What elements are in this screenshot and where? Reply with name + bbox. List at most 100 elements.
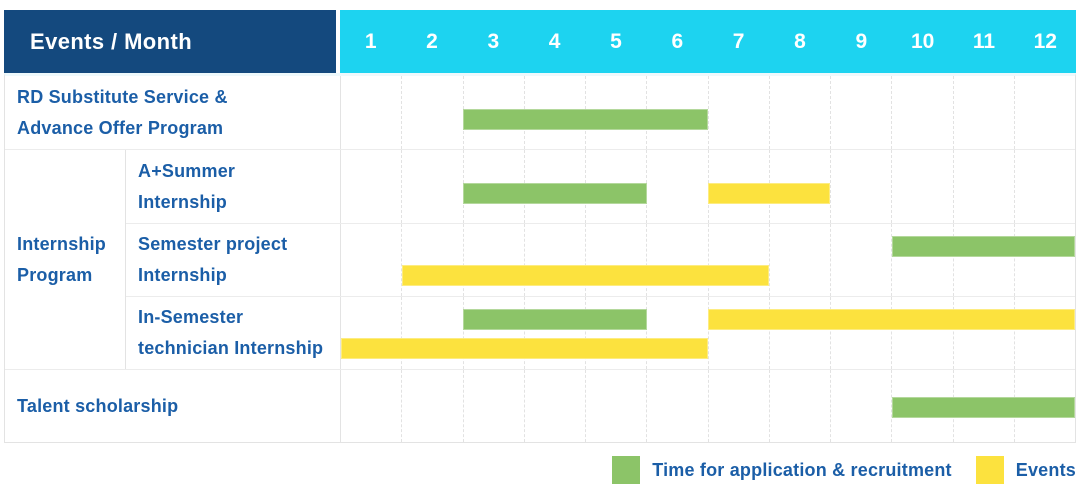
month-column: [462, 370, 524, 442]
month-column: [462, 150, 524, 223]
legend-item-application: Time for application & recruitment: [612, 456, 952, 484]
group-label-line: Program: [17, 264, 93, 285]
month-column: [585, 224, 646, 296]
month-column: [523, 370, 585, 442]
month-column: [462, 297, 524, 369]
application-bar: [891, 397, 1075, 418]
month-column: [1013, 150, 1075, 223]
application-bar: [463, 309, 647, 330]
row-label-line: Semester project: [138, 234, 288, 254]
month-column: [707, 76, 769, 149]
month-column: [707, 224, 769, 296]
application-bar: [891, 236, 1075, 257]
row-label-a-summer-internship: A+Summer Internship: [126, 150, 341, 223]
row-label-in-semester-technician-internship: In-Semester technician Internship: [126, 297, 341, 369]
row-label-talent-scholarship: Talent scholarship: [5, 370, 341, 442]
month-column: [891, 297, 952, 369]
month-column: [646, 370, 707, 442]
month-header: 1 2 3 4 5 6 7 8 9 10 11 12: [340, 10, 1076, 73]
month-column: [401, 224, 462, 296]
row-label-line: technician Internship: [138, 338, 324, 358]
month-column: [891, 150, 952, 223]
application-bar: [463, 183, 647, 204]
row-label-rd-substitute-service: RD Substitute Service & Advance Offer Pr…: [5, 76, 341, 149]
month-label-3: 3: [487, 29, 500, 53]
row-label-line: Advance Offer Program: [17, 117, 224, 138]
month-column: [952, 224, 1014, 296]
month-label-10: 10: [910, 29, 935, 53]
row-label-line: A+Summer: [138, 160, 236, 181]
month-column: [768, 76, 830, 149]
month-column: [952, 150, 1014, 223]
row-chart-in-semester-technician-internship: [341, 297, 1075, 369]
legend-item-events: Events: [975, 456, 1076, 484]
month-column: [891, 224, 952, 296]
events-bar: [402, 265, 770, 286]
row-label-line: Internship: [138, 191, 228, 212]
row-talent-scholarship: Talent scholarship: [5, 369, 1075, 442]
month-column: [341, 76, 401, 149]
month-column: [646, 297, 707, 369]
month-label-4: 4: [548, 29, 561, 53]
month-column: [768, 370, 830, 442]
row-chart-talent-scholarship: [341, 370, 1075, 442]
month-column: [401, 150, 462, 223]
row-label-line: Internship: [138, 265, 228, 285]
month-column: [830, 370, 891, 442]
month-column: [1013, 224, 1075, 296]
month-column: [341, 150, 401, 223]
month-column: [341, 224, 401, 296]
legend-label-events: Events: [1015, 459, 1076, 480]
month-label-5: 5: [610, 29, 622, 53]
row-label-line: In-Semester: [138, 307, 244, 327]
month-column: [952, 297, 1014, 369]
row-semester-project-internship: Semester project Internship: [126, 223, 1075, 296]
row-chart-rd-substitute-service: [341, 76, 1075, 149]
month-column: [401, 76, 462, 149]
legend: Time for application & recruitment Event…: [612, 454, 1076, 486]
month-label-6: 6: [671, 29, 684, 53]
month-label-9: 9: [855, 29, 868, 53]
events-month-table: Events / Month 1 2 3 4 5 6 7 8 9 10 11 12 RD Substi…: [4, 10, 1076, 443]
group-label-line: Internship: [17, 233, 107, 254]
month-column: [891, 76, 952, 149]
table-header: Events / Month 1 2 3 4 5 6 7 8 9 10 11 12: [4, 10, 1076, 73]
month-column: [768, 224, 830, 296]
month-column: [401, 297, 462, 369]
events-bar: [341, 338, 708, 359]
legend-label-application: Time for application & recruitment: [652, 459, 952, 480]
month-column: [341, 370, 401, 442]
table-title: Events / Month: [4, 10, 340, 73]
month-column: [830, 224, 891, 296]
month-column: [1013, 297, 1075, 369]
yellow-swatch-icon: [975, 456, 1004, 484]
month-column: [707, 297, 769, 369]
month-column: [768, 297, 830, 369]
month-label-12: 12: [1033, 29, 1057, 53]
month-label-2: 2: [426, 29, 438, 53]
events-bar: [708, 309, 1075, 330]
events-bar: [708, 183, 831, 204]
month-column: [585, 370, 646, 442]
month-column: [830, 297, 891, 369]
application-bar: [463, 109, 708, 130]
month-column: [830, 150, 891, 223]
month-column: [646, 224, 707, 296]
month-column: [462, 224, 524, 296]
month-column: [523, 224, 585, 296]
month-column: [707, 370, 769, 442]
month-label-8: 8: [794, 29, 806, 53]
internship-program-subrows: A+Summer Internship Semester project Int…: [126, 150, 1075, 369]
month-column: [830, 76, 891, 149]
table-body: RD Substitute Service & Advance Offer Pr…: [4, 73, 1076, 443]
month-label-11: 11: [972, 29, 996, 53]
green-swatch-icon: [612, 456, 641, 484]
month-column: [646, 150, 707, 223]
row-a-summer-internship: A+Summer Internship: [126, 150, 1075, 223]
row-label-semester-project-internship: Semester project Internship: [126, 224, 341, 296]
month-column: [952, 76, 1014, 149]
month-column: [462, 76, 524, 149]
row-label-line: RD Substitute Service &: [17, 86, 228, 107]
row-chart-semester-project-internship: [341, 224, 1075, 296]
